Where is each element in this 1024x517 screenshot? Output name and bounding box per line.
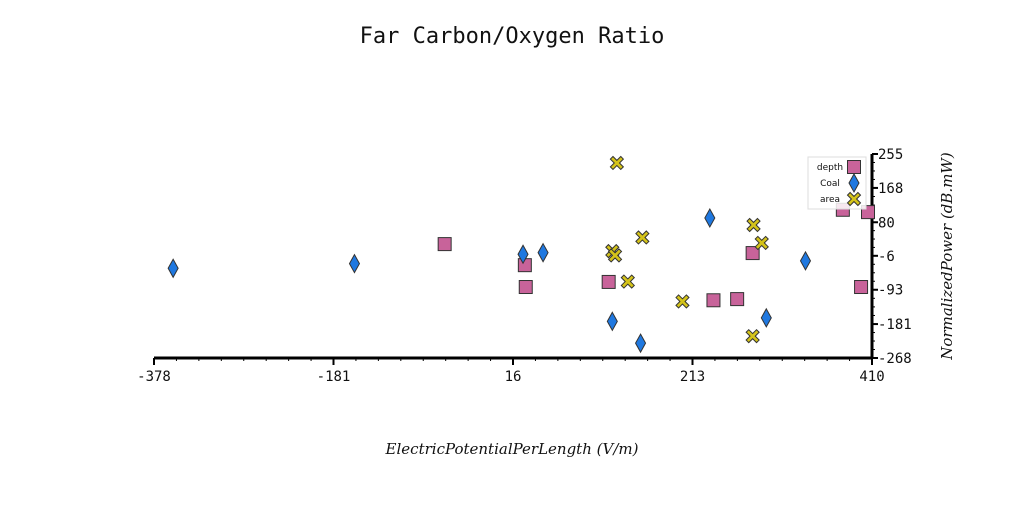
data-point	[745, 328, 760, 344]
data-point	[620, 274, 636, 289]
x-tick-label: -378	[137, 369, 171, 385]
x-tick-label: 410	[859, 369, 884, 385]
data-point	[730, 292, 745, 307]
y-tick-label: -268	[878, 351, 912, 367]
chart-title: Far Carbon/Oxygen Ratio	[360, 24, 665, 49]
data-point	[799, 250, 812, 271]
legend: depth Coal area	[807, 156, 867, 210]
y-tick-label: 80	[878, 215, 895, 231]
data-point	[348, 253, 361, 274]
data-point	[437, 237, 452, 252]
data-point	[704, 207, 716, 228]
x-tick-label: -181	[317, 369, 351, 385]
data-point	[609, 155, 625, 171]
x-tick-label: 213	[680, 369, 705, 385]
axes: -378 -181 16 213 410 255 168 80 -6 -93 -181 -268	[137, 147, 912, 385]
legend-marker	[848, 172, 860, 194]
x-axis-label: ElectricPotentialPerLength (V/m)	[385, 440, 639, 458]
data-point	[706, 293, 721, 308]
y-tick-label: -6	[878, 249, 895, 265]
series-coal	[167, 207, 812, 354]
series-area	[605, 155, 769, 344]
data-point	[675, 294, 690, 309]
data-point	[754, 235, 769, 251]
data-point	[760, 307, 772, 328]
data-point	[606, 311, 618, 332]
legend-label: area	[820, 195, 840, 205]
data-point	[518, 280, 533, 295]
data-point	[745, 246, 760, 261]
legend-label: Coal	[820, 179, 840, 189]
legend-marker	[846, 191, 862, 207]
data-point	[537, 242, 549, 263]
data-point	[634, 333, 647, 354]
data-point	[607, 248, 623, 263]
data-point	[854, 280, 869, 295]
legend-label: depth	[817, 163, 843, 173]
y-tick-label: -181	[878, 317, 912, 333]
data-point	[635, 230, 650, 245]
x-tick-label: 16	[505, 369, 522, 385]
series-depth	[437, 202, 875, 308]
data-point	[601, 274, 616, 289]
y-tick-label: 168	[878, 181, 903, 197]
data-point	[746, 217, 761, 233]
data-point	[167, 258, 179, 279]
legend-marker	[847, 160, 861, 174]
data-points	[167, 155, 875, 354]
y-tick-label: 255	[878, 147, 903, 163]
data-point	[517, 244, 529, 265]
y-axis-label: NormalizedPower (dB.mW)	[938, 152, 956, 361]
y-tick-label: -93	[878, 283, 903, 299]
